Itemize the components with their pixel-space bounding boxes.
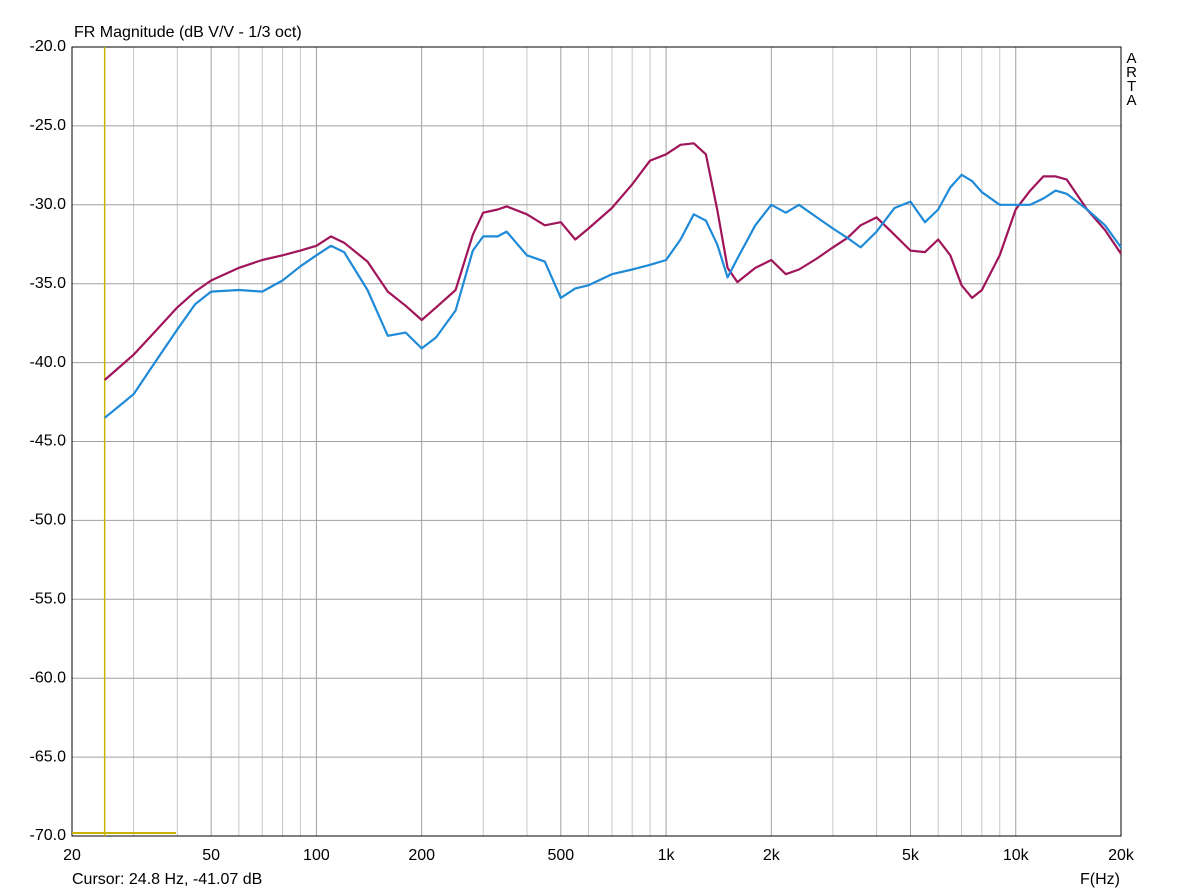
x-tick-label: 10k	[1003, 847, 1030, 864]
y-tick-label: -25.0	[30, 117, 67, 134]
y-tick-label: -20.0	[30, 38, 67, 55]
x-tick-label: 200	[408, 847, 435, 864]
y-tick-label: -50.0	[30, 512, 67, 529]
y-tick-label: -65.0	[30, 748, 67, 765]
series-line	[103, 142, 1122, 381]
y-tick-label: -30.0	[30, 196, 67, 213]
x-tick-label: 20k	[1108, 847, 1135, 864]
chart-title: FR Magnitude (dB V/V - 1/3 oct)	[74, 24, 302, 41]
y-tick-label: -45.0	[30, 433, 67, 450]
series-line	[104, 173, 1122, 419]
y-tick-label: -60.0	[30, 669, 67, 686]
brand: ARTA	[1123, 50, 1140, 106]
x-tick-label: 1k	[658, 847, 676, 864]
x-tick-label: 100	[303, 847, 330, 864]
x-tick-label: 2k	[763, 847, 781, 864]
x-tick-label: 500	[547, 847, 574, 864]
plot-frame	[71, 46, 1122, 837]
y-tick-label: -70.0	[30, 827, 67, 844]
cursor-readout: Cursor: 24.8 Hz, -41.07 dB	[72, 871, 262, 888]
x-tick-label: 5k	[902, 847, 920, 864]
y-tick-label: -40.0	[30, 354, 67, 371]
y-tick-label: -35.0	[30, 275, 67, 292]
y-tick-label: -55.0	[30, 591, 67, 608]
x-tick-label: 20	[63, 847, 81, 864]
x-tick-label: 50	[202, 847, 220, 864]
x-axis-label: F(Hz)	[1080, 871, 1120, 888]
